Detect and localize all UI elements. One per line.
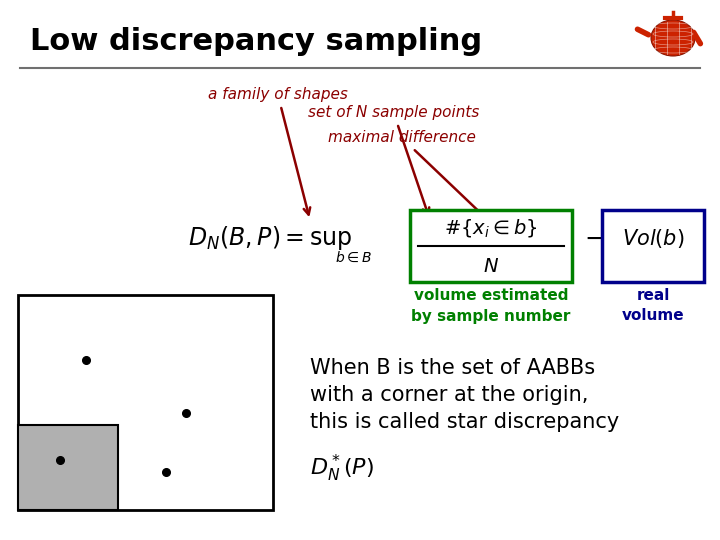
Bar bbox=[18, 425, 118, 510]
Bar bbox=[18, 295, 273, 510]
Text: set of N sample points: set of N sample points bbox=[308, 105, 480, 215]
Bar bbox=[602, 210, 704, 282]
Text: $D_N(B,P) = \sup$: $D_N(B,P) = \sup$ bbox=[188, 224, 352, 252]
Text: maximal difference: maximal difference bbox=[328, 131, 486, 218]
Text: volume estimated: volume estimated bbox=[414, 287, 568, 302]
Text: with a corner at the origin,: with a corner at the origin, bbox=[310, 385, 588, 405]
Text: $b \in B$: $b \in B$ bbox=[335, 251, 372, 265]
Text: real: real bbox=[636, 287, 670, 302]
Text: volume: volume bbox=[621, 308, 684, 323]
Text: $\#\{x_i \in b\}$: $\#\{x_i \in b\}$ bbox=[444, 217, 538, 239]
Text: $Vol(b)$: $Vol(b)$ bbox=[621, 226, 684, 249]
Text: Low discrepancy sampling: Low discrepancy sampling bbox=[30, 28, 482, 57]
Text: When B is the set of AABBs: When B is the set of AABBs bbox=[310, 358, 595, 378]
Ellipse shape bbox=[651, 20, 695, 56]
Text: $N$: $N$ bbox=[483, 256, 499, 275]
Text: this is called star discrepancy: this is called star discrepancy bbox=[310, 412, 619, 432]
Text: $-$: $-$ bbox=[584, 226, 604, 250]
Text: by sample number: by sample number bbox=[411, 308, 571, 323]
Bar bbox=[410, 210, 572, 282]
FancyArrowPatch shape bbox=[637, 29, 649, 35]
Text: a family of shapes: a family of shapes bbox=[208, 87, 348, 214]
Text: $D_N^*(P)$: $D_N^*(P)$ bbox=[310, 453, 374, 484]
